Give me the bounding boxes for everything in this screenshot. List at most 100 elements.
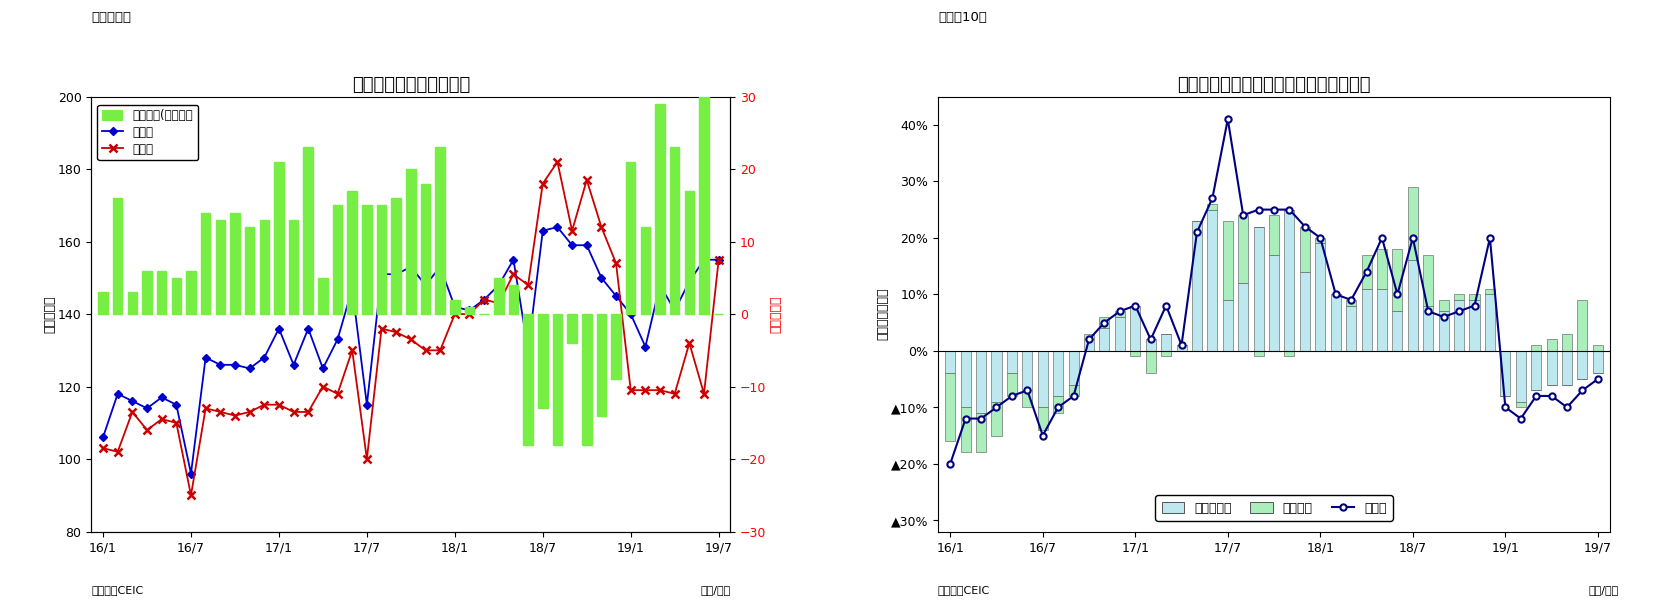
Bar [1116,311,1125,317]
Bar [1454,300,1464,351]
Bar [611,314,621,379]
Bar [1577,351,1587,379]
Text: （資料）CEIC: （資料）CEIC [938,585,989,595]
Bar [1501,351,1511,396]
Bar [1023,390,1033,407]
Bar [289,220,299,314]
Bar [171,278,181,314]
Bar [1099,328,1109,351]
Bar [1084,334,1094,339]
Bar [332,205,342,314]
Bar [450,300,460,314]
Bar [961,351,971,407]
Bar [392,198,402,314]
Bar [1285,351,1295,356]
Bar [1315,238,1325,243]
Legend: 非石油ガス, 石油ガス, 輸出額: 非石油ガス, 石油ガス, 輸出額 [1155,495,1393,521]
Bar [1238,215,1248,283]
Bar [1486,289,1496,294]
Bar [319,278,327,314]
Bar [1084,339,1094,351]
Bar [1116,317,1125,351]
Bar [1469,294,1479,300]
Bar [407,169,415,314]
Bar [1160,334,1170,351]
Bar [1069,385,1079,396]
Bar [1285,210,1295,351]
Y-axis label: （前年同月比）: （前年同月比） [876,288,890,340]
Bar [508,285,518,314]
Bar [1192,221,1202,351]
Bar [1346,306,1356,351]
Bar [1130,306,1140,351]
Bar [216,220,226,314]
Bar [244,227,254,314]
Bar [98,292,108,314]
Bar [671,147,679,314]
Bar [1531,345,1540,351]
Bar [1408,260,1418,351]
Bar [1315,243,1325,351]
Title: インドネシアの貿易収支: インドネシアの貿易収支 [352,76,470,94]
Bar [1008,351,1018,373]
Bar [1486,294,1496,351]
Legend: 貿易収支(右目盛）, 輸出額, 輸入額: 貿易収支(右目盛）, 輸出額, 輸入額 [98,104,198,160]
Bar [945,351,954,373]
Bar [976,413,986,452]
Bar [347,191,357,314]
Bar [1253,226,1263,351]
Bar [1423,255,1433,306]
Bar [1052,351,1062,396]
Bar [1547,351,1557,385]
Y-axis label: （億ドル）: （億ドル） [769,295,782,333]
Bar [1516,402,1526,407]
Bar [362,205,372,314]
Bar [465,307,475,314]
Bar [420,184,430,314]
Bar [1408,187,1418,260]
Bar [596,314,606,416]
Text: （図表９）: （図表９） [91,11,131,24]
Bar [377,205,387,314]
Bar [553,314,563,445]
Bar [1207,204,1217,210]
Bar [158,271,166,314]
Bar [684,191,694,314]
Bar [1038,407,1047,430]
Bar [1378,249,1388,289]
Bar [1439,300,1449,311]
Bar [1223,221,1233,300]
Bar [1346,300,1356,306]
Title: インドネシア　輸出の伸び率（品目別）: インドネシア 輸出の伸び率（品目別） [1177,76,1371,94]
Bar [1008,373,1018,396]
Bar [1223,300,1233,351]
Bar [641,227,651,314]
Bar [1331,294,1341,351]
Bar [538,314,548,408]
Bar [231,213,239,314]
Bar [1516,351,1526,402]
Bar [495,278,503,314]
Bar [1594,345,1604,351]
Y-axis label: （億ドル）: （億ドル） [43,295,56,333]
Bar [523,314,533,445]
Bar [1207,210,1217,351]
Bar [626,162,636,314]
Bar [1562,334,1572,351]
Bar [1130,351,1140,356]
Bar [1069,351,1079,385]
Bar [1253,351,1263,356]
Text: （資料）CEIC: （資料）CEIC [91,585,143,595]
Bar [1393,311,1403,351]
Bar [1361,255,1371,289]
Bar [991,402,1001,435]
Bar [991,351,1001,402]
Bar [1469,300,1479,351]
Text: （年/月）: （年/月） [701,585,730,595]
Bar [274,162,284,314]
Bar [699,46,709,314]
Bar [1160,351,1170,356]
Bar [1454,294,1464,300]
Bar [1562,351,1572,385]
Bar [186,271,196,314]
